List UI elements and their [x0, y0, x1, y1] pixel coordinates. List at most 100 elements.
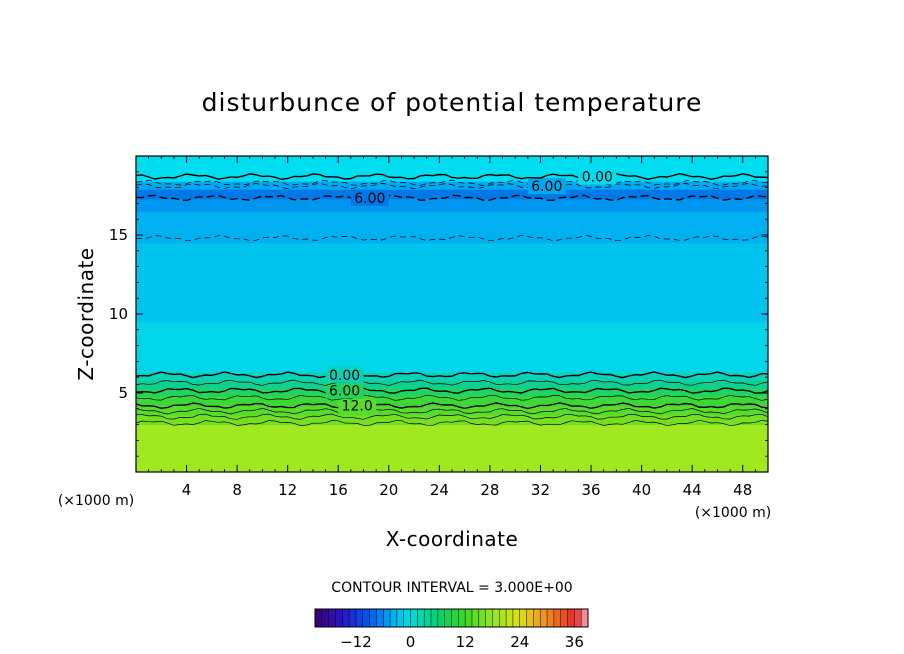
colorbar-tick-label-4: 36: [565, 633, 584, 651]
contour-line-3: [136, 402, 768, 410]
x-tick-label-4: 20: [379, 481, 398, 499]
colorbar-tick-label-3: 24: [510, 633, 529, 651]
colorbar-cell: [478, 609, 486, 627]
colorbar-cell: [512, 609, 521, 627]
color-band-11: [136, 189, 768, 200]
colorbar-cell: [444, 609, 452, 627]
contour-line-1: [136, 413, 768, 420]
colorbar-cell: [410, 609, 418, 627]
color-band-7: [136, 321, 768, 373]
colorbar-cell: [437, 609, 445, 627]
contour-label-bg-5: [325, 382, 364, 399]
colorbar-cell: [424, 609, 432, 627]
contour-line-7: [136, 371, 768, 379]
contour-interval-label: CONTOUR INTERVAL = 3.000E+00: [331, 580, 572, 596]
colorbar-cell: [342, 609, 350, 627]
colorbar-cell: [417, 609, 425, 627]
colorbar-cell: [383, 609, 391, 627]
colorbar-cell: [349, 609, 357, 627]
y-axis-label: Z-coordinate: [74, 247, 98, 380]
contour-label-9: 6.00: [354, 191, 385, 207]
colorbar-cell: [321, 609, 329, 627]
colorbar-cell: [451, 609, 459, 627]
x-unit-right: (×1000 m): [695, 505, 771, 521]
contour-label-3: 12.0: [342, 399, 373, 415]
colorbar-cell: [492, 609, 500, 627]
colorbar-cell: [335, 609, 343, 627]
colorbar-cell: [485, 609, 493, 627]
colorbar-frame: [314, 608, 589, 628]
color-band-5: [136, 380, 768, 389]
color-band-1: [136, 415, 768, 426]
colorbar-cell: [540, 609, 548, 627]
contour-line-12: [136, 172, 768, 181]
colorbar-tick-label-0: −12: [340, 633, 372, 651]
contour-label-bg-9: [350, 189, 389, 206]
colorbar-cell: [465, 609, 473, 627]
plot-area: 12.06.000.006.006.000.004 8 12 16 20 24 28 32 36…: [109, 155, 769, 499]
colorbar-cell: [396, 609, 405, 627]
x-axis-label: X-coordinate: [386, 527, 519, 551]
colorbar-cell: [376, 609, 384, 627]
x-tick-label-0: 4: [182, 481, 192, 499]
colorbar-cell: [526, 609, 534, 627]
contour-label-11: 6.00: [531, 179, 562, 195]
colorbar-cell: [533, 609, 541, 627]
contour-label-7: 0.00: [329, 368, 360, 384]
colorbar-cell: [506, 609, 514, 627]
contour-label-bg-11: [527, 178, 566, 195]
color-band-9: [136, 211, 768, 244]
contour-line-4: [136, 394, 768, 401]
color-bands: [136, 156, 768, 472]
x-tick-label-1: 8: [232, 481, 242, 499]
colorbar-tick-label-1: 0: [406, 633, 416, 651]
x-ticks: 4 8 12 16 20 24 28 32 36 40 44 48: [148, 156, 756, 499]
colorbar-cell: [328, 609, 336, 627]
colorbar-cell: [403, 609, 411, 627]
colorbar-cell: [390, 609, 398, 627]
contour-label-12: 0.00: [582, 170, 613, 186]
contour-line-10: [136, 179, 768, 186]
colorbar-cell: [471, 609, 480, 627]
color-band-10: [136, 198, 768, 212]
colorbar-cell: [369, 609, 377, 627]
contour-label-bg-7: [325, 366, 364, 383]
colorbar-tick-label-2: 12: [456, 633, 475, 651]
color-band-2: [136, 405, 768, 416]
colorbar-cell: [315, 609, 323, 627]
colorbar-cell: [431, 609, 439, 627]
x-tick-label-2: 12: [278, 481, 297, 499]
colorbar-cell: [574, 609, 582, 627]
contour-line-5: [136, 387, 768, 394]
x-tick-label-7: 32: [531, 481, 550, 499]
contour-line-8: [136, 235, 768, 242]
colorbar-cell: [362, 609, 370, 627]
colorbar-cell: [499, 609, 507, 627]
colorbar-cell: [547, 609, 555, 627]
colorbar-cell: [458, 609, 466, 627]
color-band-8: [136, 242, 768, 323]
colorbar-cell: [560, 609, 568, 627]
x-tick-label-8: 36: [581, 481, 600, 499]
colorbar-cell: [581, 609, 589, 627]
x-tick-label-6: 28: [480, 481, 499, 499]
contour-label-bg-12: [578, 168, 617, 185]
x-tick-label-5: 24: [430, 481, 449, 499]
x-unit-left: (×1000 m): [58, 493, 134, 509]
chart-title: disturbunce of potential temperature: [202, 88, 703, 117]
colorbar: −12 0 12 24 36: [314, 608, 589, 651]
contour-lines: 12.06.000.006.006.000.00: [136, 168, 768, 427]
contour-line-11: [136, 182, 768, 190]
contour-label-5: 6.00: [329, 384, 360, 400]
y-tick-label-1: 10: [109, 305, 128, 323]
contour-line-6: [136, 379, 768, 386]
colorbar-cell: [355, 609, 364, 627]
y-tick-label-0: 5: [118, 384, 128, 402]
colorbar-cell: [567, 609, 575, 627]
y-tick-label-2: 15: [109, 226, 128, 244]
contour-line-0: [136, 419, 768, 427]
colorbar-cell: [519, 609, 527, 627]
contour-label-bg-3: [338, 397, 377, 414]
contour-line-2: [136, 407, 768, 415]
